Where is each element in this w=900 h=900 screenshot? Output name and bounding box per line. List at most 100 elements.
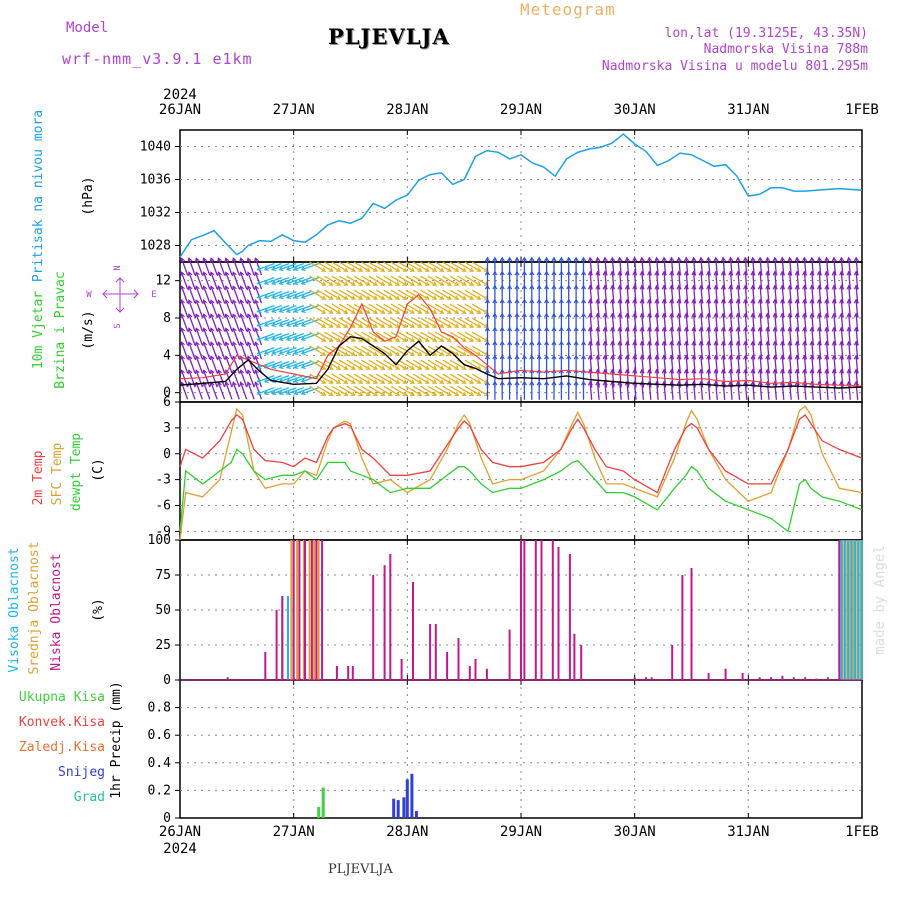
wind-barb [707,285,711,304]
wind-barb-head [373,323,378,328]
wind-barb [633,285,637,304]
wind-barb [383,289,400,300]
wind-barb [722,327,726,346]
wind-barb [715,355,718,374]
wind-barb [338,345,356,356]
high-cloud-bar [857,540,860,680]
wind-barb [685,257,689,276]
wind-barb-head [402,323,408,328]
wind-barb-head [454,281,460,286]
wind-barb [420,385,437,396]
wind-barb [848,327,851,346]
wind-barb [180,355,189,374]
wind-barb-head [343,351,349,356]
wind-barb-head [831,256,837,262]
wind-barb-head [417,323,423,328]
wind-barb [368,289,385,300]
wind-barb-head [202,299,208,305]
wind-barb-head [395,351,401,356]
wind-barb [648,257,652,276]
time-label-top: 31JAN [727,102,769,118]
wind-barb-head [439,379,445,384]
wind-barb [390,261,407,272]
wind-barb-head [410,281,415,286]
low-cloud-bar [633,677,636,680]
wind-barb-head [469,267,475,272]
wind-barb [766,341,770,360]
wind-barb [188,355,196,374]
wind-barb [633,381,637,400]
wind-barb [309,261,326,272]
wind-barb-head [217,355,222,361]
wind-barb [641,327,645,346]
wind-barb [700,341,704,360]
wind-barb [390,275,407,286]
wind-barb [195,299,204,318]
wind-barb-head [387,365,393,370]
wind-barb [744,355,748,374]
wind-barb [449,373,467,384]
wind-barb [707,341,711,360]
wind-barb-head [254,285,259,291]
wind-barb [855,299,859,318]
low-cloud-bar [310,540,313,680]
wind-barb [833,285,837,304]
wind-barb-head [343,295,349,300]
wind-barb [604,327,608,346]
time-label-bottom: 27JAN [273,824,315,840]
wind-barb [232,257,240,276]
time-label-top: 28JAN [386,102,428,118]
wind-barb [301,360,319,369]
wind-barb-head [300,294,306,300]
wind-barb-head [343,281,349,286]
wind-barb [774,299,778,318]
wind-barb-head [469,391,475,396]
wind-barb [427,303,444,314]
y-tick-label: -6 [155,499,171,514]
wind-barb-head [358,281,364,286]
wind-barb [202,257,211,276]
wind-barb [774,341,778,360]
model-label: Model [66,20,109,36]
wind-barb-head [432,267,438,272]
wind-barb [707,257,711,276]
wind-barb [611,341,615,360]
wind-barb-head [439,365,445,370]
wind-barb-head [402,295,408,300]
wind-barb-head [300,266,306,272]
wind-barb-head [358,379,364,384]
wind-barb [271,360,290,369]
wind-barb [279,332,297,341]
wind-barb [353,359,371,370]
wind-barb-head [336,323,342,328]
low-cloud-bar [792,677,795,680]
wind-barb-head [343,379,349,384]
mid-cloud-bar [856,540,859,680]
wind-barb [722,381,726,400]
wind-barb-head [529,256,535,262]
wind-barb [737,381,741,400]
wind-barb [692,299,696,318]
wind-barb [279,360,297,369]
wind-barb [202,285,211,304]
wind-barb-head [300,336,306,342]
wind-barb [279,290,297,299]
wind-barb [811,257,814,276]
wind-barb [449,275,467,286]
wind-barb [811,369,814,388]
wind-barb [825,299,829,318]
wind-barb-head [417,391,423,396]
time-label-bottom: 29JAN [500,824,542,840]
wind-barb [316,317,334,328]
wind-barb [361,275,378,286]
wind-barb-head [217,313,222,319]
wind-barb [848,313,851,332]
wind-barb [759,271,763,290]
wind-barb [398,385,415,396]
wind-barb [766,299,770,318]
wind-barb [271,332,290,341]
wind-barb [338,303,356,314]
year-label-top: 2024 [163,87,197,103]
wind-barb [442,385,459,396]
wind-barb [338,359,356,370]
